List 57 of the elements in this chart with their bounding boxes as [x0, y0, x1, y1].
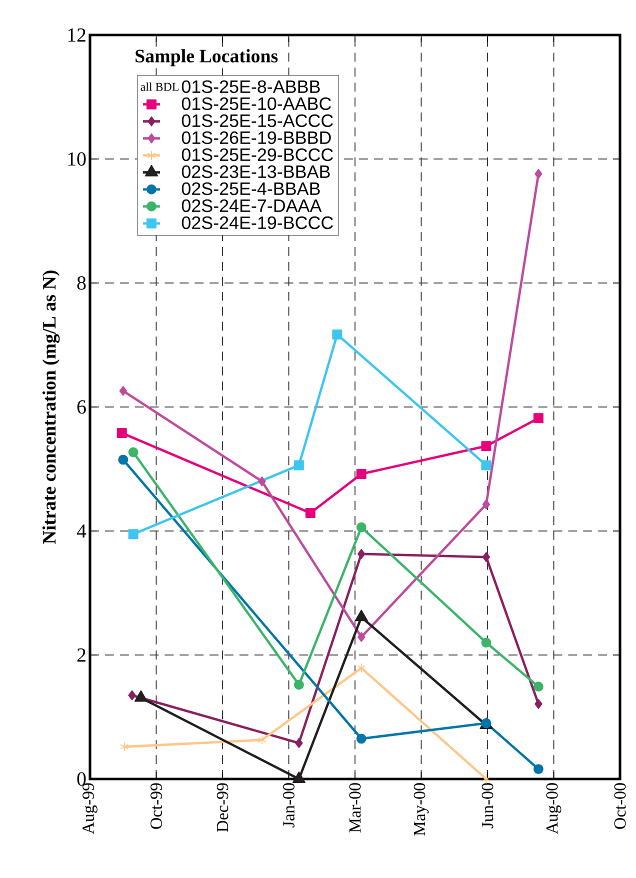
legend-label: 01S-26E-19-BBBD [182, 131, 331, 144]
point [258, 476, 266, 486]
point [305, 508, 316, 518]
y-tick-label: 8 [77, 276, 86, 290]
legend-label: 02S-23E-13-BBAB [182, 165, 330, 178]
legend-label: 01S-25E-29-BCCC [182, 148, 333, 162]
legend-label: 02S-24E-7-DAAA [182, 199, 322, 212]
point [294, 460, 304, 470]
y-tick-label: 2 [77, 648, 86, 662]
point [294, 680, 304, 690]
annotation: all BDL [140, 82, 178, 91]
x-tick-label: Jan-00 [283, 783, 294, 828]
text: 01S-25E-8-ABBB [182, 80, 320, 94]
point [481, 638, 492, 648]
point [332, 329, 342, 340]
x-tick-label: Aug-00 [546, 783, 562, 834]
point [534, 698, 542, 709]
legend-label: 02S-24E-19-BCCC [182, 216, 333, 230]
y-axis-title: Nitrate concentration (mg/L as N) [42, 270, 60, 544]
point [481, 441, 492, 452]
y-tick-label: 10 [68, 152, 86, 166]
point [481, 460, 492, 470]
point [533, 413, 544, 424]
legend-label: 01S-25E-15-ACCC [182, 114, 333, 128]
point [356, 468, 366, 479]
y-tick-label: 6 [77, 400, 86, 414]
point [118, 454, 128, 465]
x-tick-label: Mar-00 [349, 783, 361, 832]
point [258, 734, 266, 745]
x-tick-label: Jun-00 [482, 783, 494, 828]
point [128, 690, 136, 700]
point [534, 168, 542, 179]
point [356, 522, 366, 532]
point [128, 529, 138, 540]
legend-label: 01S-25E-10-AABC [182, 97, 332, 110]
point [295, 738, 303, 748]
point [356, 734, 366, 744]
point [119, 386, 127, 396]
point [120, 742, 129, 752]
point [482, 552, 490, 562]
x-tick-label: Dec-99 [216, 783, 228, 832]
point [358, 548, 366, 559]
legend-title: Sample Locations [136, 49, 278, 66]
point [358, 632, 366, 642]
x-tick-label: May-00 [414, 783, 429, 836]
point [533, 764, 544, 774]
legend-label: 02S-25E-4-BBAB [182, 182, 320, 196]
y-tick-label: 12 [68, 28, 86, 42]
point [482, 774, 491, 784]
y-tick-label: 4 [76, 524, 86, 538]
point [116, 428, 127, 438]
point [356, 663, 366, 674]
x-tick-label: Oct-00 [614, 783, 626, 829]
point [482, 499, 490, 510]
x-tick-label: Oct-99 [150, 783, 162, 829]
point [533, 682, 544, 692]
point [128, 447, 138, 458]
